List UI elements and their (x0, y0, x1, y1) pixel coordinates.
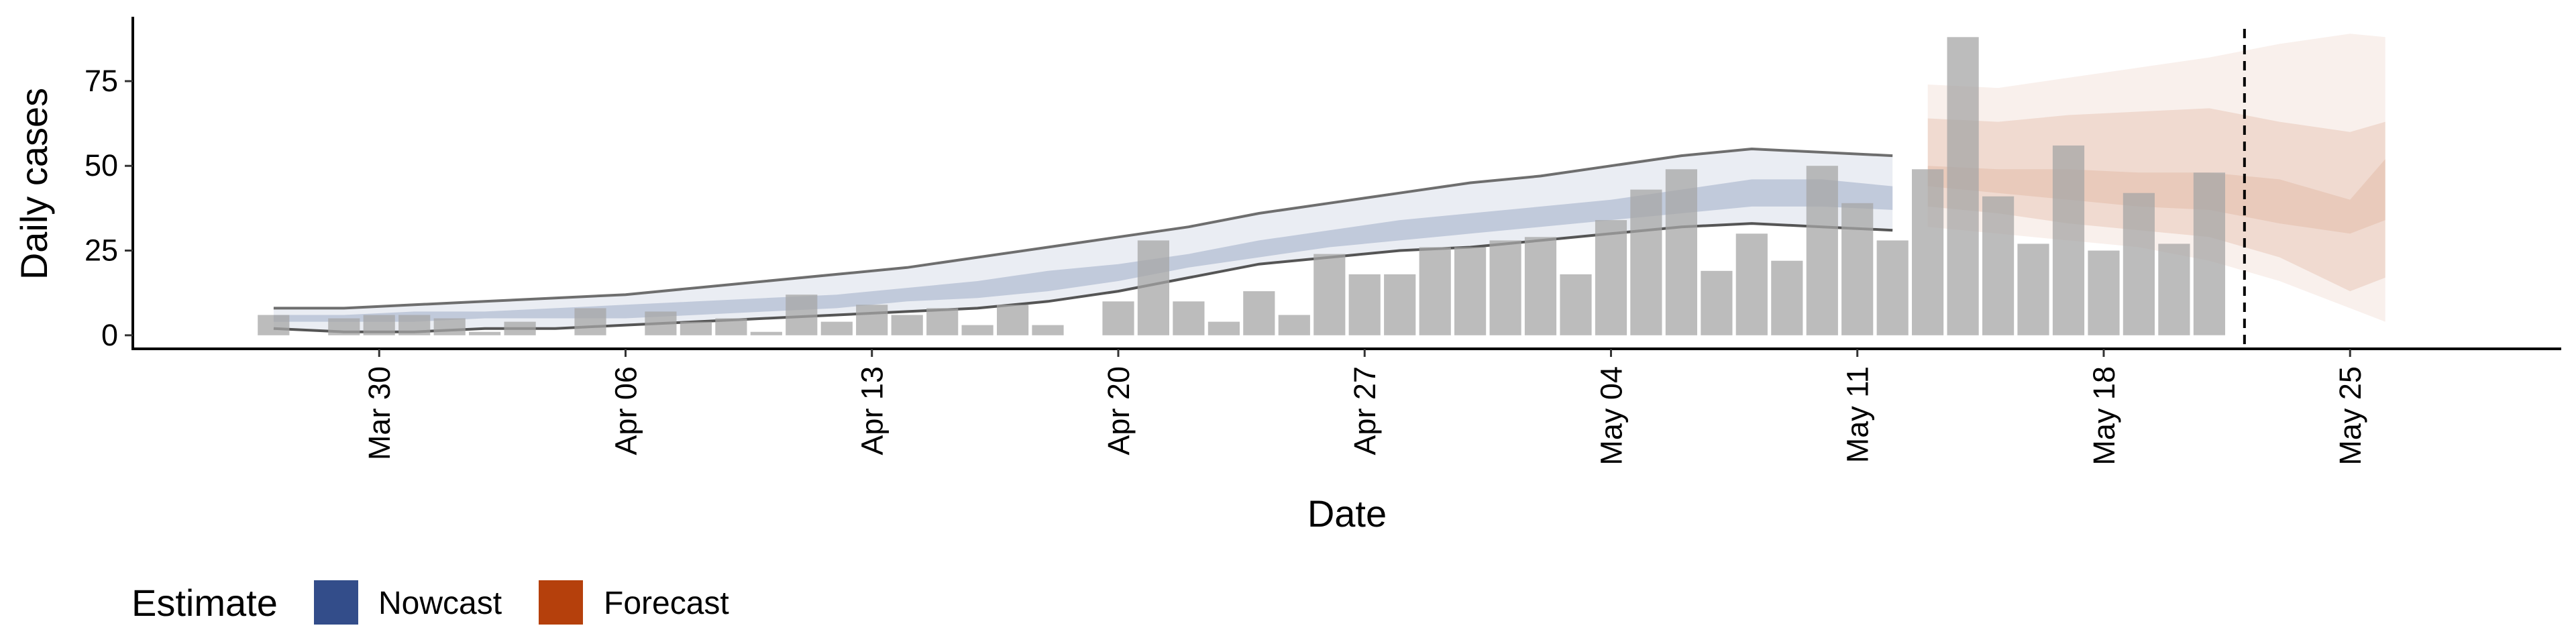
bar-2020-04-10 (750, 331, 782, 335)
x-tick-label-2020-04-20: Apr 20 (1102, 366, 1136, 455)
bar-2020-05-10 (1806, 166, 1838, 335)
bar-2020-05-11 (1841, 203, 1874, 335)
legend-swatch-forecast (539, 580, 583, 625)
y-tick-label-0: 0 (101, 318, 118, 352)
x-tick-label-2020-05-04: May 04 (1595, 366, 1629, 466)
bar-2020-05-20 (2158, 244, 2190, 335)
bar-2020-05-03 (1560, 274, 1592, 335)
x-axis-title: Date (1307, 492, 1387, 535)
x-tick-label-2020-04-13: Apr 13 (855, 366, 890, 455)
bar-2020-04-24 (1243, 291, 1275, 335)
bar-2020-05-02 (1524, 237, 1557, 335)
legend-label-nowcast: Nowcast (378, 586, 502, 621)
bar-2020-04-25 (1278, 315, 1310, 335)
bar-2020-04-22 (1173, 301, 1205, 335)
bar-2020-03-31 (398, 315, 431, 335)
axes: 0 25 50 75 Mar 30 Apr 06 Apr 13 Apr 20 Apr 27 May… (85, 17, 2561, 466)
bar-2020-04-17 (997, 305, 1029, 335)
bar-2020-04-07 (645, 311, 677, 335)
bar-2020-05-21 (2193, 172, 2225, 335)
bar-2020-04-28 (1384, 274, 1416, 335)
x-tick-label-2020-04-06: Apr 06 (609, 366, 643, 455)
x-tick-label-2020-03-30: Mar 30 (362, 366, 396, 460)
x-tick-label-2020-04-27: Apr 27 (1348, 366, 1382, 455)
bar-2020-04-03 (504, 321, 536, 335)
legend-title: Estimate (131, 582, 278, 624)
nowcast-outer-band (273, 149, 1893, 332)
bar-2020-05-15 (1982, 196, 2015, 335)
bar-2020-04-15 (926, 308, 959, 335)
estimate-bands (273, 34, 2385, 333)
x-tick-label-2020-05-25: May 25 (2333, 366, 2367, 466)
y-tick-label-50: 50 (85, 148, 118, 182)
bar-2020-04-29 (1419, 247, 1451, 335)
bar-2020-04-30 (1454, 247, 1487, 335)
bar-2020-04-01 (433, 318, 466, 335)
bar-2020-05-04 (1595, 220, 1627, 335)
forecast-mid-band (1927, 159, 2385, 234)
bar-2020-04-02 (469, 331, 501, 335)
bar-2020-03-27 (258, 315, 290, 335)
nowcast-inner-band (273, 179, 1893, 322)
bar-2020-04-18 (1032, 325, 1064, 335)
bar-2020-05-06 (1665, 169, 1697, 335)
bar-2020-04-23 (1208, 321, 1240, 335)
x-tick-label-2020-05-11: May 11 (1841, 366, 1875, 463)
bar-2020-04-11 (786, 294, 818, 335)
y-tick-label-25: 25 (85, 233, 118, 268)
bar-2020-04-26 (1313, 254, 1346, 335)
bar-2020-04-05 (574, 308, 606, 335)
bar-2020-04-16 (961, 325, 994, 335)
x-tick-label-2020-05-18: May 18 (2087, 366, 2121, 466)
bar-2020-04-08 (680, 321, 712, 335)
bar-2020-05-14 (1947, 37, 1979, 335)
bar-2020-05-05 (1630, 189, 1662, 335)
bar-2020-03-29 (328, 318, 360, 335)
bar-2020-04-27 (1348, 274, 1381, 335)
bar-2020-04-14 (891, 315, 923, 335)
bar-2020-04-09 (715, 318, 747, 335)
bar-2020-04-12 (820, 321, 853, 335)
bar-2020-04-20 (1102, 301, 1134, 335)
bar-2020-05-19 (2123, 193, 2155, 335)
bar-2020-04-13 (856, 305, 888, 335)
bar-2020-04-21 (1137, 240, 1169, 335)
legend-swatch-nowcast (314, 580, 358, 625)
legend: Estimate Nowcast Forecast (131, 580, 729, 625)
observed-cases-bars (258, 37, 2225, 335)
bar-2020-05-18 (2088, 250, 2120, 335)
bar-2020-05-08 (1735, 233, 1768, 335)
forecast-outer-band (1927, 34, 2385, 322)
bar-2020-05-13 (1912, 169, 1944, 335)
y-axis-title: Daily cases (13, 88, 55, 280)
bar-2020-05-09 (1771, 260, 1803, 335)
bar-2020-05-17 (2052, 145, 2085, 335)
forecast-inner-band (1927, 108, 2385, 292)
bar-2020-05-16 (2017, 244, 2049, 335)
legend-label-forecast: Forecast (604, 586, 729, 621)
y-tick-label-75: 75 (85, 64, 118, 98)
bar-2020-05-07 (1701, 270, 1733, 335)
bar-2020-05-01 (1489, 240, 1521, 335)
bar-2020-03-30 (363, 315, 395, 335)
nowcast-upper-line (273, 147, 1893, 310)
bar-2020-05-12 (1876, 240, 1909, 335)
